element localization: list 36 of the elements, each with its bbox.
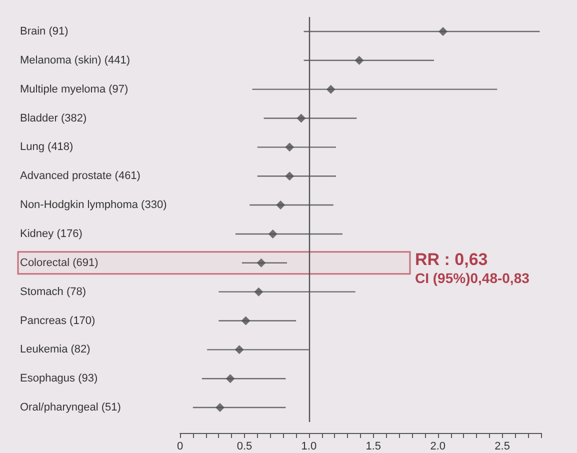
point [285,142,294,152]
y-tick-label: Brain (91) [20,25,68,38]
x-tick-label: 2.0 [430,440,446,452]
point [296,114,306,123]
point [268,229,278,238]
point [254,287,264,296]
x-tick-label: 1.0 [301,440,317,452]
y-tick-label: Oral/pharyngeal (51) [20,402,121,414]
y-tick-label: Esophagus (93) [20,372,98,385]
point [285,172,294,181]
y-tick-label: Lung (418) [20,141,74,154]
point [326,84,336,94]
point [256,258,266,268]
y-tick-label: Stomach (78) [20,286,86,298]
x-tick-label: 0.5 [236,440,252,452]
y-tick-label: Advanced prostate (461) [20,170,140,182]
y-tick-label: Leukemia (82) [20,344,90,356]
point [438,26,448,36]
point [241,316,250,326]
annotation: RR : 0,63 [415,250,488,269]
y-tick-label: Melanoma (skin) (441) [20,54,130,66]
x-tick-label: 2.5 [494,440,510,452]
y-tick-label: Bladder (382) [20,112,87,124]
point [226,374,235,384]
point [276,200,286,210]
point [354,56,364,65]
y-tick-label: Pancreas (170) [20,314,96,327]
y-tick-label: Kidney (176) [20,228,82,240]
point [215,403,224,412]
point [234,345,244,354]
x-tick-label: 0 [176,440,184,452]
y-tick-label: Multiple myeloma (97) [20,83,128,96]
y-tick-label: Non-Hodgkin lymphoma (330) [20,199,167,212]
y-tick-label: Colorectal (691) [20,256,98,269]
annotation: CI (95%)0,48-0,83 [415,270,530,286]
x-tick-label: 1.5 [366,440,382,452]
